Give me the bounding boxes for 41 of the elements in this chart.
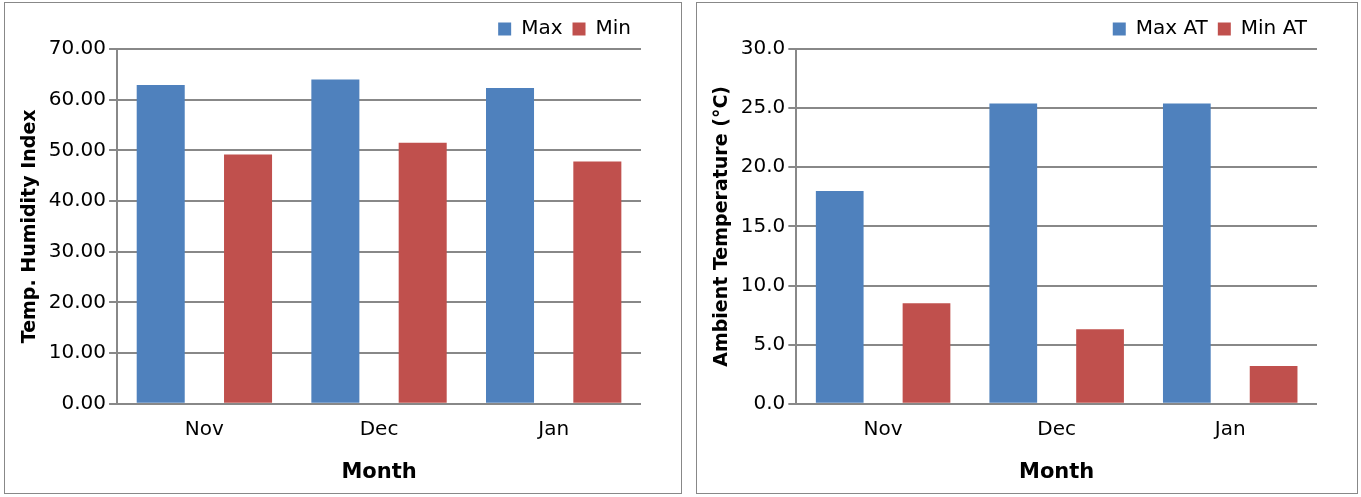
x-tick-label: Dec (359, 416, 399, 440)
bar (989, 103, 1038, 403)
y-tick-label: 0.00 (61, 390, 107, 414)
x-tick-label: Dec (1037, 416, 1077, 440)
bar (573, 161, 622, 403)
x-tick-label: Jan (536, 416, 570, 440)
y-tick-label: 20.00 (48, 288, 107, 313)
y-tick-label: 30.0 (740, 35, 786, 60)
bar (1162, 103, 1211, 403)
bar (311, 79, 360, 403)
legend-label: Max AT (1135, 15, 1209, 40)
bar (815, 190, 864, 403)
y-tick-label: 25.0 (740, 94, 786, 119)
y-tick-label: 15.0 (740, 212, 786, 237)
y-tick-label: 70.00 (48, 35, 107, 60)
x-tick-label: Jan (1212, 416, 1246, 440)
bar (398, 142, 447, 403)
bar (486, 88, 535, 403)
y-axis-title: Ambient Temperature (°C) (709, 85, 732, 367)
y-tick-label: 0.0 (753, 390, 786, 414)
x-axis-title: Month (341, 458, 417, 483)
y-tick-label: 20.0 (740, 153, 786, 178)
bar (224, 154, 273, 403)
y-tick-label: 10.0 (740, 271, 786, 296)
bar (136, 84, 185, 403)
bar (1249, 365, 1298, 403)
bar (902, 303, 951, 403)
legend-label: Max (521, 15, 563, 40)
legend-label: Min (595, 15, 632, 40)
y-tick-label: 40.00 (48, 187, 107, 212)
y-tick-label: 10.00 (48, 339, 107, 364)
x-tick-label: Nov (184, 416, 225, 440)
y-tick-label: 60.00 (48, 85, 107, 110)
y-tick-label: 30.00 (48, 237, 107, 262)
x-axis-title: Month (1019, 458, 1095, 483)
legend-label: Min AT (1240, 15, 1308, 40)
y-tick-label: 50.00 (48, 136, 107, 161)
x-tick-label: Nov (863, 416, 903, 440)
y-tick-label: 5.0 (753, 330, 786, 355)
y-axis-title: Temp. Humidity Index (17, 109, 40, 344)
bar (1076, 329, 1124, 403)
